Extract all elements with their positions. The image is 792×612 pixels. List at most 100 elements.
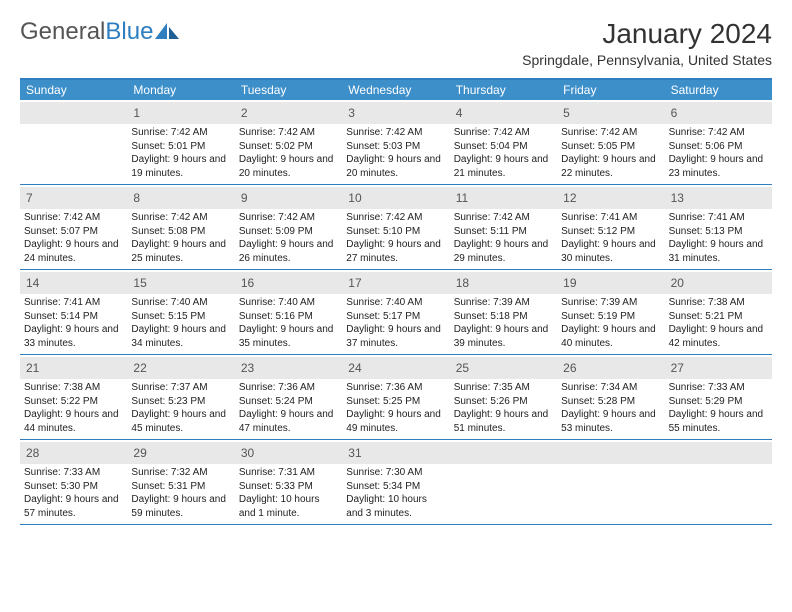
sunrise-text: Sunrise: 7:39 AM [561,296,660,310]
day-number: 7 [26,191,33,205]
daynum-row: 12 [557,187,664,209]
daynum-row [557,442,664,464]
calendar-cell [450,440,557,524]
sunrise-text: Sunrise: 7:42 AM [239,211,338,225]
daynum-row: 20 [665,272,772,294]
day-number [456,446,459,460]
daynum-row: 18 [450,272,557,294]
day-number [563,446,566,460]
day-header: Sunday [20,80,127,100]
sun-info: Sunrise: 7:42 AMSunset: 5:01 PMDaylight:… [131,126,230,180]
daylight-text: Daylight: 9 hours and 35 minutes. [239,323,338,350]
day-header-row: Sunday Monday Tuesday Wednesday Thursday… [20,80,772,100]
calendar-cell: 6Sunrise: 7:42 AMSunset: 5:06 PMDaylight… [665,100,772,184]
sunrise-text: Sunrise: 7:36 AM [239,381,338,395]
day-number: 21 [26,361,39,375]
day-header: Saturday [665,80,772,100]
calendar-cell [20,100,127,184]
week-row: 1 Sunrise: 7:42 AMSunset: 5:01 PMDaylight… [20,100,772,185]
sunset-text: Sunset: 5:14 PM [24,310,123,324]
sun-info: Sunrise: 7:32 AMSunset: 5:31 PMDaylight:… [131,466,230,520]
daynum-row: 9 [235,187,342,209]
daylight-text: Daylight: 9 hours and 57 minutes. [24,493,123,520]
daynum-row [665,442,772,464]
daynum-row [20,102,127,124]
sunrise-text: Sunrise: 7:42 AM [239,126,338,140]
day-number: 30 [241,446,254,460]
day-number: 11 [456,191,468,205]
daylight-text: Daylight: 9 hours and 34 minutes. [131,323,230,350]
daylight-text: Daylight: 9 hours and 55 minutes. [669,408,768,435]
calendar-cell: 22Sunrise: 7:37 AMSunset: 5:23 PMDayligh… [127,355,234,439]
daylight-text: Daylight: 9 hours and 51 minutes. [454,408,553,435]
day-number: 24 [348,361,361,375]
sun-info: Sunrise: 7:42 AMSunset: 5:09 PMDaylight:… [239,211,338,265]
day-number: 8 [133,191,140,205]
daynum-row: 22 [127,357,234,379]
daynum-row: 13 [665,187,772,209]
day-number: 1 [133,106,140,120]
day-number: 2 [241,106,248,120]
sunrise-text: Sunrise: 7:40 AM [131,296,230,310]
sunrise-text: Sunrise: 7:42 AM [669,126,768,140]
day-number: 19 [563,276,576,290]
calendar-cell: 10Sunrise: 7:42 AMSunset: 5:10 PMDayligh… [342,185,449,269]
header: GeneralBlue January 2024 Springdale, Pen… [0,0,792,78]
daylight-text: Daylight: 9 hours and 23 minutes. [669,153,768,180]
calendar-cell: 5Sunrise: 7:42 AMSunset: 5:05 PMDaylight… [557,100,664,184]
daynum-row: 6 [665,102,772,124]
sunrise-text: Sunrise: 7:38 AM [24,381,123,395]
sunrise-text: Sunrise: 7:31 AM [239,466,338,480]
sunrise-text: Sunrise: 7:36 AM [346,381,445,395]
calendar-cell: 8Sunrise: 7:42 AMSunset: 5:08 PMDaylight… [127,185,234,269]
day-number: 23 [241,361,254,375]
calendar-cell: 28Sunrise: 7:33 AMSunset: 5:30 PMDayligh… [20,440,127,524]
sunrise-text: Sunrise: 7:42 AM [454,126,553,140]
daynum-row: 27 [665,357,772,379]
calendar-cell: 15Sunrise: 7:40 AMSunset: 5:15 PMDayligh… [127,270,234,354]
calendar-cell: 7Sunrise: 7:42 AMSunset: 5:07 PMDaylight… [20,185,127,269]
calendar-cell: 29Sunrise: 7:32 AMSunset: 5:31 PMDayligh… [127,440,234,524]
daylight-text: Daylight: 9 hours and 19 minutes. [131,153,230,180]
sunset-text: Sunset: 5:33 PM [239,480,338,494]
sun-info: Sunrise: 7:40 AMSunset: 5:16 PMDaylight:… [239,296,338,350]
calendar-cell: 9Sunrise: 7:42 AMSunset: 5:09 PMDaylight… [235,185,342,269]
daynum-row: 15 [127,272,234,294]
sun-info: Sunrise: 7:33 AMSunset: 5:29 PMDaylight:… [669,381,768,435]
daylight-text: Daylight: 9 hours and 45 minutes. [131,408,230,435]
calendar-cell: 31Sunrise: 7:30 AMSunset: 5:34 PMDayligh… [342,440,449,524]
calendar-cell: 13Sunrise: 7:41 AMSunset: 5:13 PMDayligh… [665,185,772,269]
daynum-row: 23 [235,357,342,379]
sunrise-text: Sunrise: 7:41 AM [24,296,123,310]
sun-info: Sunrise: 7:42 AMSunset: 5:02 PMDaylight:… [239,126,338,180]
daynum-row: 31 [342,442,449,464]
calendar-cell: 2 Sunrise: 7:42 AMSunset: 5:02 PMDaylight… [235,100,342,184]
calendar-cell [665,440,772,524]
daynum-row: 10 [342,187,449,209]
sunrise-text: Sunrise: 7:41 AM [669,211,768,225]
daylight-text: Daylight: 9 hours and 53 minutes. [561,408,660,435]
daynum-row [450,442,557,464]
sunrise-text: Sunrise: 7:35 AM [454,381,553,395]
sunset-text: Sunset: 5:30 PM [24,480,123,494]
weeks-container: 1 Sunrise: 7:42 AMSunset: 5:01 PMDaylight… [20,100,772,525]
daylight-text: Daylight: 9 hours and 29 minutes. [454,238,553,265]
calendar-cell: 17Sunrise: 7:40 AMSunset: 5:17 PMDayligh… [342,270,449,354]
sunrise-text: Sunrise: 7:39 AM [454,296,553,310]
sunset-text: Sunset: 5:24 PM [239,395,338,409]
sunrise-text: Sunrise: 7:42 AM [346,126,445,140]
calendar-cell: 25Sunrise: 7:35 AMSunset: 5:26 PMDayligh… [450,355,557,439]
sunrise-text: Sunrise: 7:42 AM [561,126,660,140]
sunset-text: Sunset: 5:17 PM [346,310,445,324]
calendar-cell: 3Sunrise: 7:42 AMSunset: 5:03 PMDaylight… [342,100,449,184]
sun-info: Sunrise: 7:40 AMSunset: 5:15 PMDaylight:… [131,296,230,350]
sun-info: Sunrise: 7:42 AMSunset: 5:11 PMDaylight:… [454,211,553,265]
sunset-text: Sunset: 5:07 PM [24,225,123,239]
daynum-row: 2 [235,102,342,124]
daynum-row: 19 [557,272,664,294]
daylight-text: Daylight: 9 hours and 39 minutes. [454,323,553,350]
day-number: 10 [348,191,361,205]
sunrise-text: Sunrise: 7:33 AM [24,466,123,480]
daylight-text: Daylight: 10 hours and 1 minute. [239,493,338,520]
daynum-row: 30 [235,442,342,464]
